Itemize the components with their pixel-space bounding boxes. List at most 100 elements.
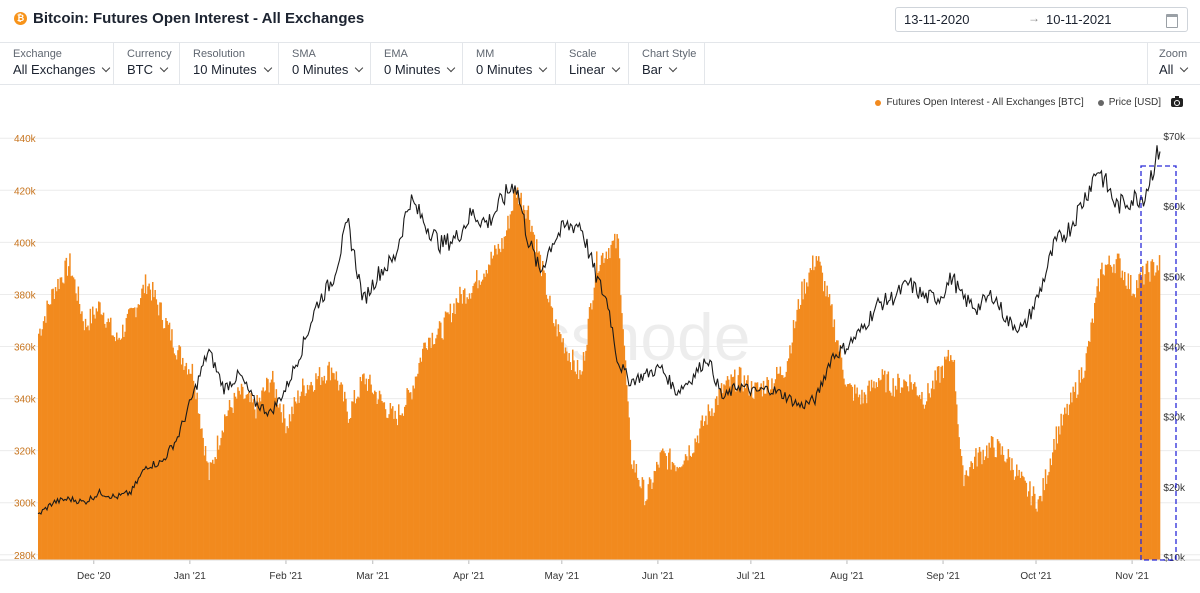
open-interest-bar <box>351 401 353 560</box>
open-interest-bar <box>222 432 225 560</box>
open-interest-bar <box>300 391 303 560</box>
open-interest-bar <box>327 365 329 560</box>
open-interest-bar <box>396 425 399 560</box>
open-interest-bar <box>942 378 945 560</box>
chart-style-value[interactable]: Bar <box>642 62 678 77</box>
open-interest-bar <box>702 425 705 560</box>
camera-icon[interactable] <box>1171 96 1183 107</box>
open-interest-bar <box>449 303 452 560</box>
open-interest-bar <box>658 467 660 560</box>
exchange-dropdown[interactable]: Exchange All Exchanges <box>0 42 114 84</box>
open-interest-bar <box>760 383 762 560</box>
resolution-value[interactable]: 10 Minutes <box>193 62 272 77</box>
open-interest-bar <box>792 320 795 560</box>
open-interest-bar <box>288 414 291 560</box>
open-interest-bar <box>558 331 561 560</box>
open-interest-bar <box>746 380 748 560</box>
currency-value[interactable]: BTC <box>127 62 169 77</box>
open-interest-bar <box>708 411 711 560</box>
open-interest-bar <box>532 232 534 561</box>
open-interest-bar <box>275 389 278 560</box>
open-interest-bar <box>224 414 226 560</box>
open-interest-bar <box>713 412 716 560</box>
open-interest-bar <box>1130 275 1132 560</box>
open-interest-bar <box>422 348 424 560</box>
mm-value[interactable]: 0 Minutes <box>476 62 548 77</box>
open-interest-bar <box>825 296 827 560</box>
open-interest-bar <box>539 254 542 560</box>
open-interest-bar <box>548 302 550 560</box>
mm-dropdown[interactable]: MM 0 Minutes <box>463 42 556 84</box>
price-line <box>37 145 1161 515</box>
open-interest-bar <box>128 309 130 560</box>
ema-dropdown[interactable]: EMA 0 Minutes <box>371 42 463 84</box>
date-range-picker[interactable]: 13-11-2020 → 10-11-2021 <box>895 7 1188 32</box>
open-interest-bar <box>554 326 556 560</box>
open-interest-bar <box>765 393 767 560</box>
open-interest-bar <box>150 300 153 560</box>
open-interest-bar <box>513 192 515 560</box>
open-interest-bar <box>242 386 244 560</box>
open-interest-bar <box>574 371 576 560</box>
exchange-value[interactable]: All Exchanges <box>13 62 111 77</box>
zoom-dropdown[interactable]: Zoom All <box>1147 42 1200 84</box>
y-left-tick-label: 360k <box>14 343 37 354</box>
open-interest-bar <box>99 302 101 560</box>
open-interest-bar <box>803 278 806 560</box>
calendar-icon[interactable] <box>1166 14 1178 28</box>
open-interest-bar <box>1008 457 1011 560</box>
open-interest-bar <box>694 438 696 560</box>
open-interest-bar <box>808 272 810 560</box>
x-tick-label: Jan '21 <box>174 571 206 582</box>
open-interest-bar <box>1044 469 1047 560</box>
open-interest-bar <box>320 384 322 560</box>
open-interest-bar <box>66 275 69 560</box>
open-interest-bar <box>735 391 737 560</box>
open-interest-bar <box>1107 264 1109 560</box>
ema-value[interactable]: 0 Minutes <box>384 62 456 77</box>
resolution-dropdown[interactable]: Resolution 10 Minutes <box>180 42 279 84</box>
open-interest-bar <box>978 446 981 560</box>
open-interest-bar <box>179 346 182 560</box>
sma-dropdown[interactable]: SMA 0 Minutes <box>279 42 371 84</box>
open-interest-bar <box>546 298 549 560</box>
open-interest-bar <box>365 378 368 560</box>
open-interest-bar <box>737 375 740 560</box>
date-end-input[interactable]: 10-11-2021 <box>1046 12 1112 27</box>
open-interest-bar <box>593 287 596 560</box>
open-interest-bar <box>293 397 296 560</box>
scale-value[interactable]: Linear <box>569 62 621 77</box>
open-interest-bar <box>644 505 646 560</box>
open-interest-bar <box>906 386 909 560</box>
open-interest-bar <box>134 307 136 560</box>
sma-value[interactable]: 0 Minutes <box>292 62 364 77</box>
open-interest-bar <box>238 390 240 560</box>
open-interest-bar <box>1007 449 1010 560</box>
open-interest-bar <box>136 307 138 560</box>
exchange-label: Exchange <box>13 48 62 60</box>
open-interest-bar <box>984 456 987 560</box>
scale-dropdown[interactable]: Scale Linear <box>556 42 629 84</box>
open-interest-bar <box>262 387 264 560</box>
open-interest-bar <box>1050 465 1053 560</box>
y-axis-right: $10k $20k $30k $40k $50k $60k $70k <box>1163 132 1186 564</box>
open-interest-bar <box>401 413 404 560</box>
chart-style-dropdown[interactable]: Chart Style Bar <box>629 42 705 84</box>
open-interest-bar <box>822 291 825 560</box>
currency-dropdown[interactable]: Currency BTC <box>114 42 180 84</box>
zoom-value[interactable]: All <box>1159 62 1189 77</box>
date-start-input[interactable]: 13-11-2020 <box>904 12 970 27</box>
open-interest-bar <box>988 442 990 560</box>
open-interest-bar <box>982 449 984 560</box>
open-interest-bar <box>77 286 80 560</box>
open-interest-bar <box>408 392 411 560</box>
open-interest-bar <box>622 329 624 560</box>
legend-item-open-interest[interactable]: Futures Open Interest - All Exchanges [B… <box>875 97 1084 108</box>
open-interest-bar <box>612 240 615 561</box>
legend-item-price[interactable]: Price [USD] <box>1097 97 1161 108</box>
open-interest-bar <box>729 386 731 560</box>
open-interest-bar <box>215 459 218 560</box>
x-tick-label: Jun '21 <box>642 571 674 582</box>
open-interest-bar <box>323 375 326 560</box>
open-interest-bar <box>284 418 286 560</box>
